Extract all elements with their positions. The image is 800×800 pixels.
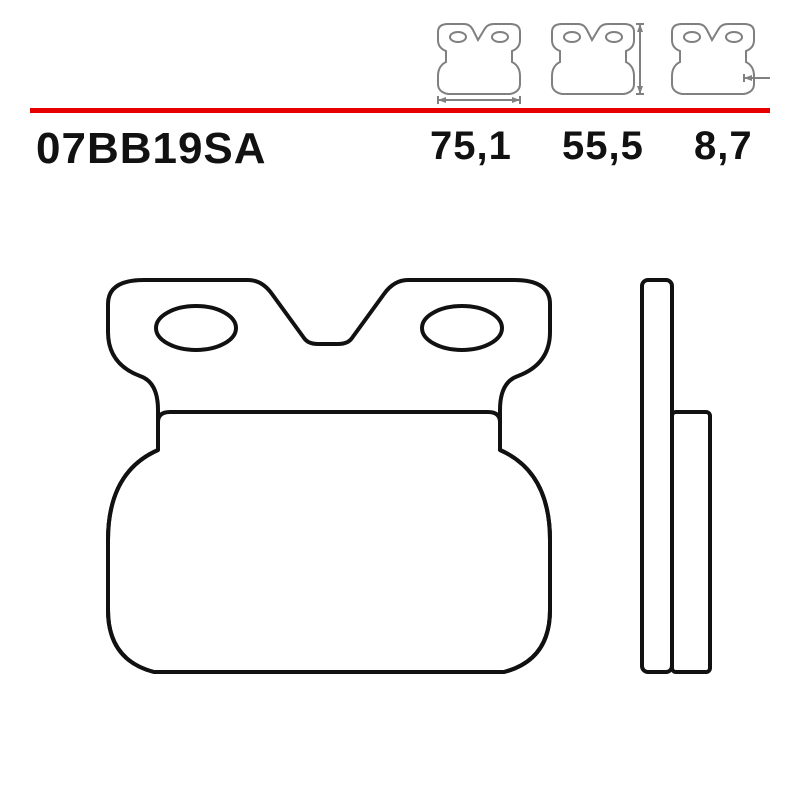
accent-rule (30, 108, 770, 113)
width-icon (438, 24, 520, 104)
mount-hole-right (422, 306, 502, 350)
side-view (620, 272, 740, 692)
pad-outline (108, 280, 550, 672)
page-root: 07BB19SA 75,1 55,5 8,7 (0, 0, 800, 800)
mount-hole-left (156, 306, 236, 350)
dimension-height: 55,5 (562, 124, 644, 169)
height-icon (552, 24, 644, 94)
technical-drawings (0, 260, 800, 740)
backplate-outline (642, 280, 672, 672)
friction-block-outline (672, 412, 710, 672)
front-view (48, 272, 568, 692)
part-number: 07BB19SA (36, 124, 267, 174)
friction-panel-outline (108, 412, 550, 672)
thickness-icon (672, 24, 770, 94)
dimension-thickness: 8,7 (694, 124, 753, 169)
dimension-width: 75,1 (430, 124, 512, 169)
dimension-icons-row (0, 18, 800, 104)
